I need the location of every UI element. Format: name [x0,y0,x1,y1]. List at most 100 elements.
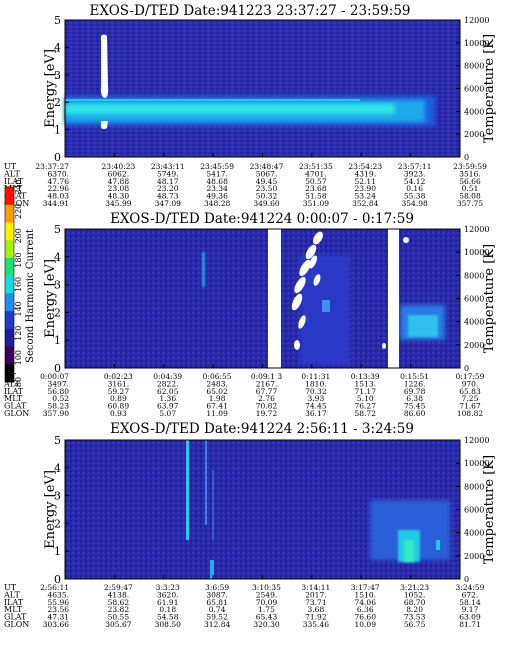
table-cell: 108.82 [457,409,483,418]
table-cell: 3:6:59 [205,583,229,592]
row-label: MLT [4,605,23,614]
y-right-tick-label: 4000 [464,107,484,116]
row-label: ALT [3,169,20,178]
table-cell: 2483. [206,379,227,388]
table-cell: 23:59:59 [453,162,487,171]
colorbar-segment [5,240,14,259]
table-cell: 308.50 [155,620,181,629]
y-right-tick-label: 8000 [464,271,484,280]
table-cell: 3:24:59 [456,583,485,592]
table-cell: 56.75 [404,620,426,629]
table-cell: 81.71 [459,620,480,629]
table-cell: 2:56:11 [40,583,69,592]
heatmap-area [65,440,460,579]
table-cell: 5.10 [357,394,374,403]
y-right-tick-label: 6000 [464,85,484,94]
table-cell: 6.36 [357,605,374,614]
table-cell: 352.84 [352,199,378,208]
y-tick-label: 1 [54,124,61,137]
table-cell: 48.03 [48,192,70,201]
table-cell: 0.89 [110,394,127,403]
table-cell: 65.43 [256,613,278,622]
table-cell: 73.53 [404,613,426,622]
row-label: ILAT [4,598,24,607]
table-cell: 3:10:35 [252,583,281,592]
row-label: ALT [3,379,20,388]
table-cell: 48.73 [157,192,179,201]
table-cell: 74.45 [305,402,327,411]
y-right-tick-label: 10000 [464,459,489,468]
table-cell: 23.50 [256,184,278,193]
y-tick-label: 4 [54,251,61,264]
table-cell: 335.46 [303,620,329,629]
table-cell: 0.51 [462,184,479,193]
table-cell: 65.02 [206,387,228,396]
colorbar-segment [5,222,14,241]
table-cell: 2.76 [258,394,275,403]
table-cell: 48.17 [157,177,179,186]
table-cell: 2017. [305,590,326,599]
table-cell: 1052. [404,590,425,599]
axes: 0 1 2 3 4 5 0 2000 4000 6000 8000 10000 12000 Energy … [43,14,497,164]
table-cell: 0.18 [159,605,176,614]
table-cell: 349.60 [253,199,279,208]
y-right-tick-label: 2000 [464,341,484,350]
row-label: GLAT [4,613,27,622]
table-cell: 23.20 [157,184,179,193]
table-cell: 0.52 [52,394,69,403]
colorbar-segment [5,311,14,330]
y-right-tick-label: 8000 [464,62,484,71]
y-tick-label: 5 [54,14,61,27]
table-cell: 86.60 [404,409,426,418]
table-cell: 58.62 [108,598,130,607]
table-cell: 23:54:23 [348,162,382,171]
colorbar-tick-label: 100 [14,350,23,365]
row-label: GLON [4,199,29,208]
table-cell: 23:48:47 [250,162,284,171]
row-label: GLAT [4,402,27,411]
table-cell: 23:51:35 [299,162,333,171]
colorbar-tick-label: 120 [14,326,23,341]
panel-2: EXOS-D/TED Date:941224 0:00:07 - 0:17:59 [3,211,497,418]
y-tick-label: 3 [54,279,61,292]
table-cell: 71.92 [305,613,327,622]
row-label: ILAT [4,387,24,396]
table-cell: 52.11 [355,177,376,186]
table-cell: 0:06:55 [203,372,232,381]
table-cell: 0:04:39 [153,372,182,381]
table-cell: 60.89 [108,402,130,411]
colorbar-tick-label: 80 [14,377,23,387]
table-cell: 71.67 [459,402,481,411]
table-cell: 6.38 [406,394,423,403]
table-cell: 1513. [355,379,376,388]
y-right-tick-label: 2000 [464,552,484,561]
table-cell: 5749. [157,169,178,178]
table-cell: 4319. [355,169,376,178]
table-cell: 58.23 [48,402,70,411]
table-cell: 672. [462,590,479,599]
table-cell: 1.75 [258,605,275,614]
table-cell: 3:21:23 [400,583,429,592]
table-cell: 47.88 [108,177,130,186]
y-right-tick-label: 12000 [464,16,489,25]
y-right-tick-label: 0 [464,364,469,373]
y-axis-label: Energy [eV] [43,49,58,128]
y-right-tick-label: 4000 [464,318,484,327]
axes: 0 1 2 3 4 5 0 2000 4000 6000 8000 10000 12000 Energy … [43,434,497,586]
table-cell: 8.20 [406,605,423,614]
table-cell: 53.24 [355,192,377,201]
table-cell: 9.17 [462,605,479,614]
colorbar-tick-label: 140 [14,301,23,316]
table-cell: 348.28 [204,199,230,208]
y-tick-label: 0 [54,362,61,375]
heatmap-area [65,20,460,157]
orbit-table: UT 23:37:27 23:40:23 23:43:11 23:45:59 23:48:… [3,162,487,208]
table-cell: 0:17:59 [456,372,485,381]
table-cell: 0:13:39 [351,372,380,381]
y-right-tick-label: 2000 [464,130,484,139]
table-cell: 50.55 [108,613,130,622]
table-cell: 4635. [48,590,69,599]
heatmap-area [65,229,460,368]
y-tick-label: 4 [54,41,61,54]
y-right-tick-label: 10000 [464,248,489,257]
